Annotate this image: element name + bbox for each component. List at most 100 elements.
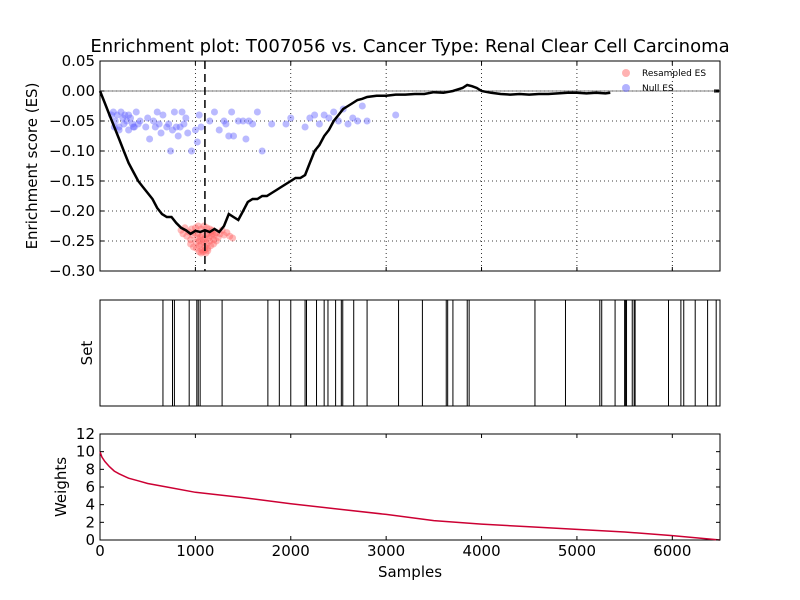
null-es-point [193,138,201,146]
set-panel: Set [78,299,721,407]
null-es-point [136,117,144,125]
x-tick-label: 5000 [558,542,596,560]
resampled-es-point [183,232,191,240]
null-es-point [210,108,218,116]
null-es-point [121,111,129,119]
y-tick-label: 2 [85,513,95,531]
y-tick-label: −0.05 [49,112,95,130]
weights-plot-frame [99,433,721,541]
null-es-point [228,108,236,116]
null-es-point [188,147,196,155]
null-es-point [215,126,223,134]
null-es-point [191,126,199,134]
y-tick-label: 0.05 [62,52,95,70]
x-tick-label: 4000 [462,542,500,560]
null-es-point [165,120,173,128]
y-tick-label: −0.30 [49,262,95,280]
null-es-point [128,120,136,128]
null-es-point [287,114,295,122]
y-tick-label: −0.20 [49,202,95,220]
weights-x-label: Samples [378,563,442,581]
y-tick-label: −0.15 [49,172,95,190]
null-es-point [170,108,178,116]
legend-label-resampled: Resampled ES [642,69,706,79]
null-es-point [182,114,190,122]
null-es-point [113,111,121,119]
resampled-es-point [192,238,200,246]
resampled-es-point [229,234,237,242]
null-es-point [176,123,184,131]
null-es-point [195,111,203,119]
null-es-point [120,120,128,128]
null-es-point [344,120,352,128]
null-es-point [222,120,230,128]
enrichment-y-label: Enrichment score (ES) [23,83,41,250]
null-es-point [220,117,228,125]
resampled-es-point [193,234,201,242]
x-tick-label: 2000 [272,542,310,560]
weights-x-ticks: 0 1000 2000 3000 4000 5000 6000 [95,434,691,560]
resampled-es-point [198,246,206,254]
null-es-point [117,108,125,116]
null-es-point [334,117,342,125]
resampled-es-point [206,237,214,245]
resampled-es-point [207,242,215,250]
null-es-point [155,120,163,128]
resampled-es-point [226,232,234,240]
null-es-point [234,117,242,125]
resampled-es-point [202,249,210,257]
enrichment-y-ticks: 0.05 0.00 −0.05 −0.10 −0.15 −0.20 −0.25 −0.30 [49,52,720,280]
null-es-point [144,114,152,122]
resampled-es-point [210,236,218,244]
null-es-point [132,108,140,116]
null-es-point [115,123,123,131]
null-es-point [239,117,247,125]
set-y-label: Set [78,341,96,366]
resampled-es-point [195,248,203,256]
resampled-es-point [189,243,197,251]
null-es-point [184,129,192,137]
resampled-es-point [223,229,231,237]
null-es-point [320,111,328,119]
y-tick-label: 0.00 [62,82,95,100]
null-es-point [151,123,159,131]
y-tick-label: 10 [76,443,95,461]
null-es-point [168,126,176,134]
null-es-point [153,108,161,116]
null-es-point [197,123,205,131]
resampled-es-point [210,240,218,248]
null-es-point [146,135,154,143]
enrichment-x-ticks [99,61,673,271]
null-es-point [134,120,142,128]
resampled-es-point [192,244,200,252]
y-tick-label: 6 [85,478,95,496]
set-hit-bars [162,300,717,406]
running-es-line [98,83,611,236]
legend-label-null: Null ES [642,84,674,94]
null-es-point [245,117,253,125]
null-es-point [159,111,167,119]
null-es-point [242,135,250,143]
null-es-point [125,111,133,119]
resampled-es-point [208,232,216,240]
resampled-es-point [204,244,212,252]
x-tick-label: 0 [95,542,105,560]
null-es-point [142,123,150,131]
null-es-point [349,114,357,122]
null-es-point [225,132,233,140]
resampled-es-point [195,237,203,245]
resampled-es-point [201,235,209,243]
null-es-point [174,132,182,140]
null-es-point [249,120,257,128]
null-es-point [358,102,366,110]
resampled-es-point [200,238,208,246]
null-es-point [268,120,276,128]
null-es-point [127,114,135,122]
y-tick-label: −0.10 [49,142,95,160]
resampled-es-point [187,240,195,248]
y-tick-label: 12 [76,425,95,443]
null-es-point [311,111,319,119]
null-es-point [149,117,157,125]
